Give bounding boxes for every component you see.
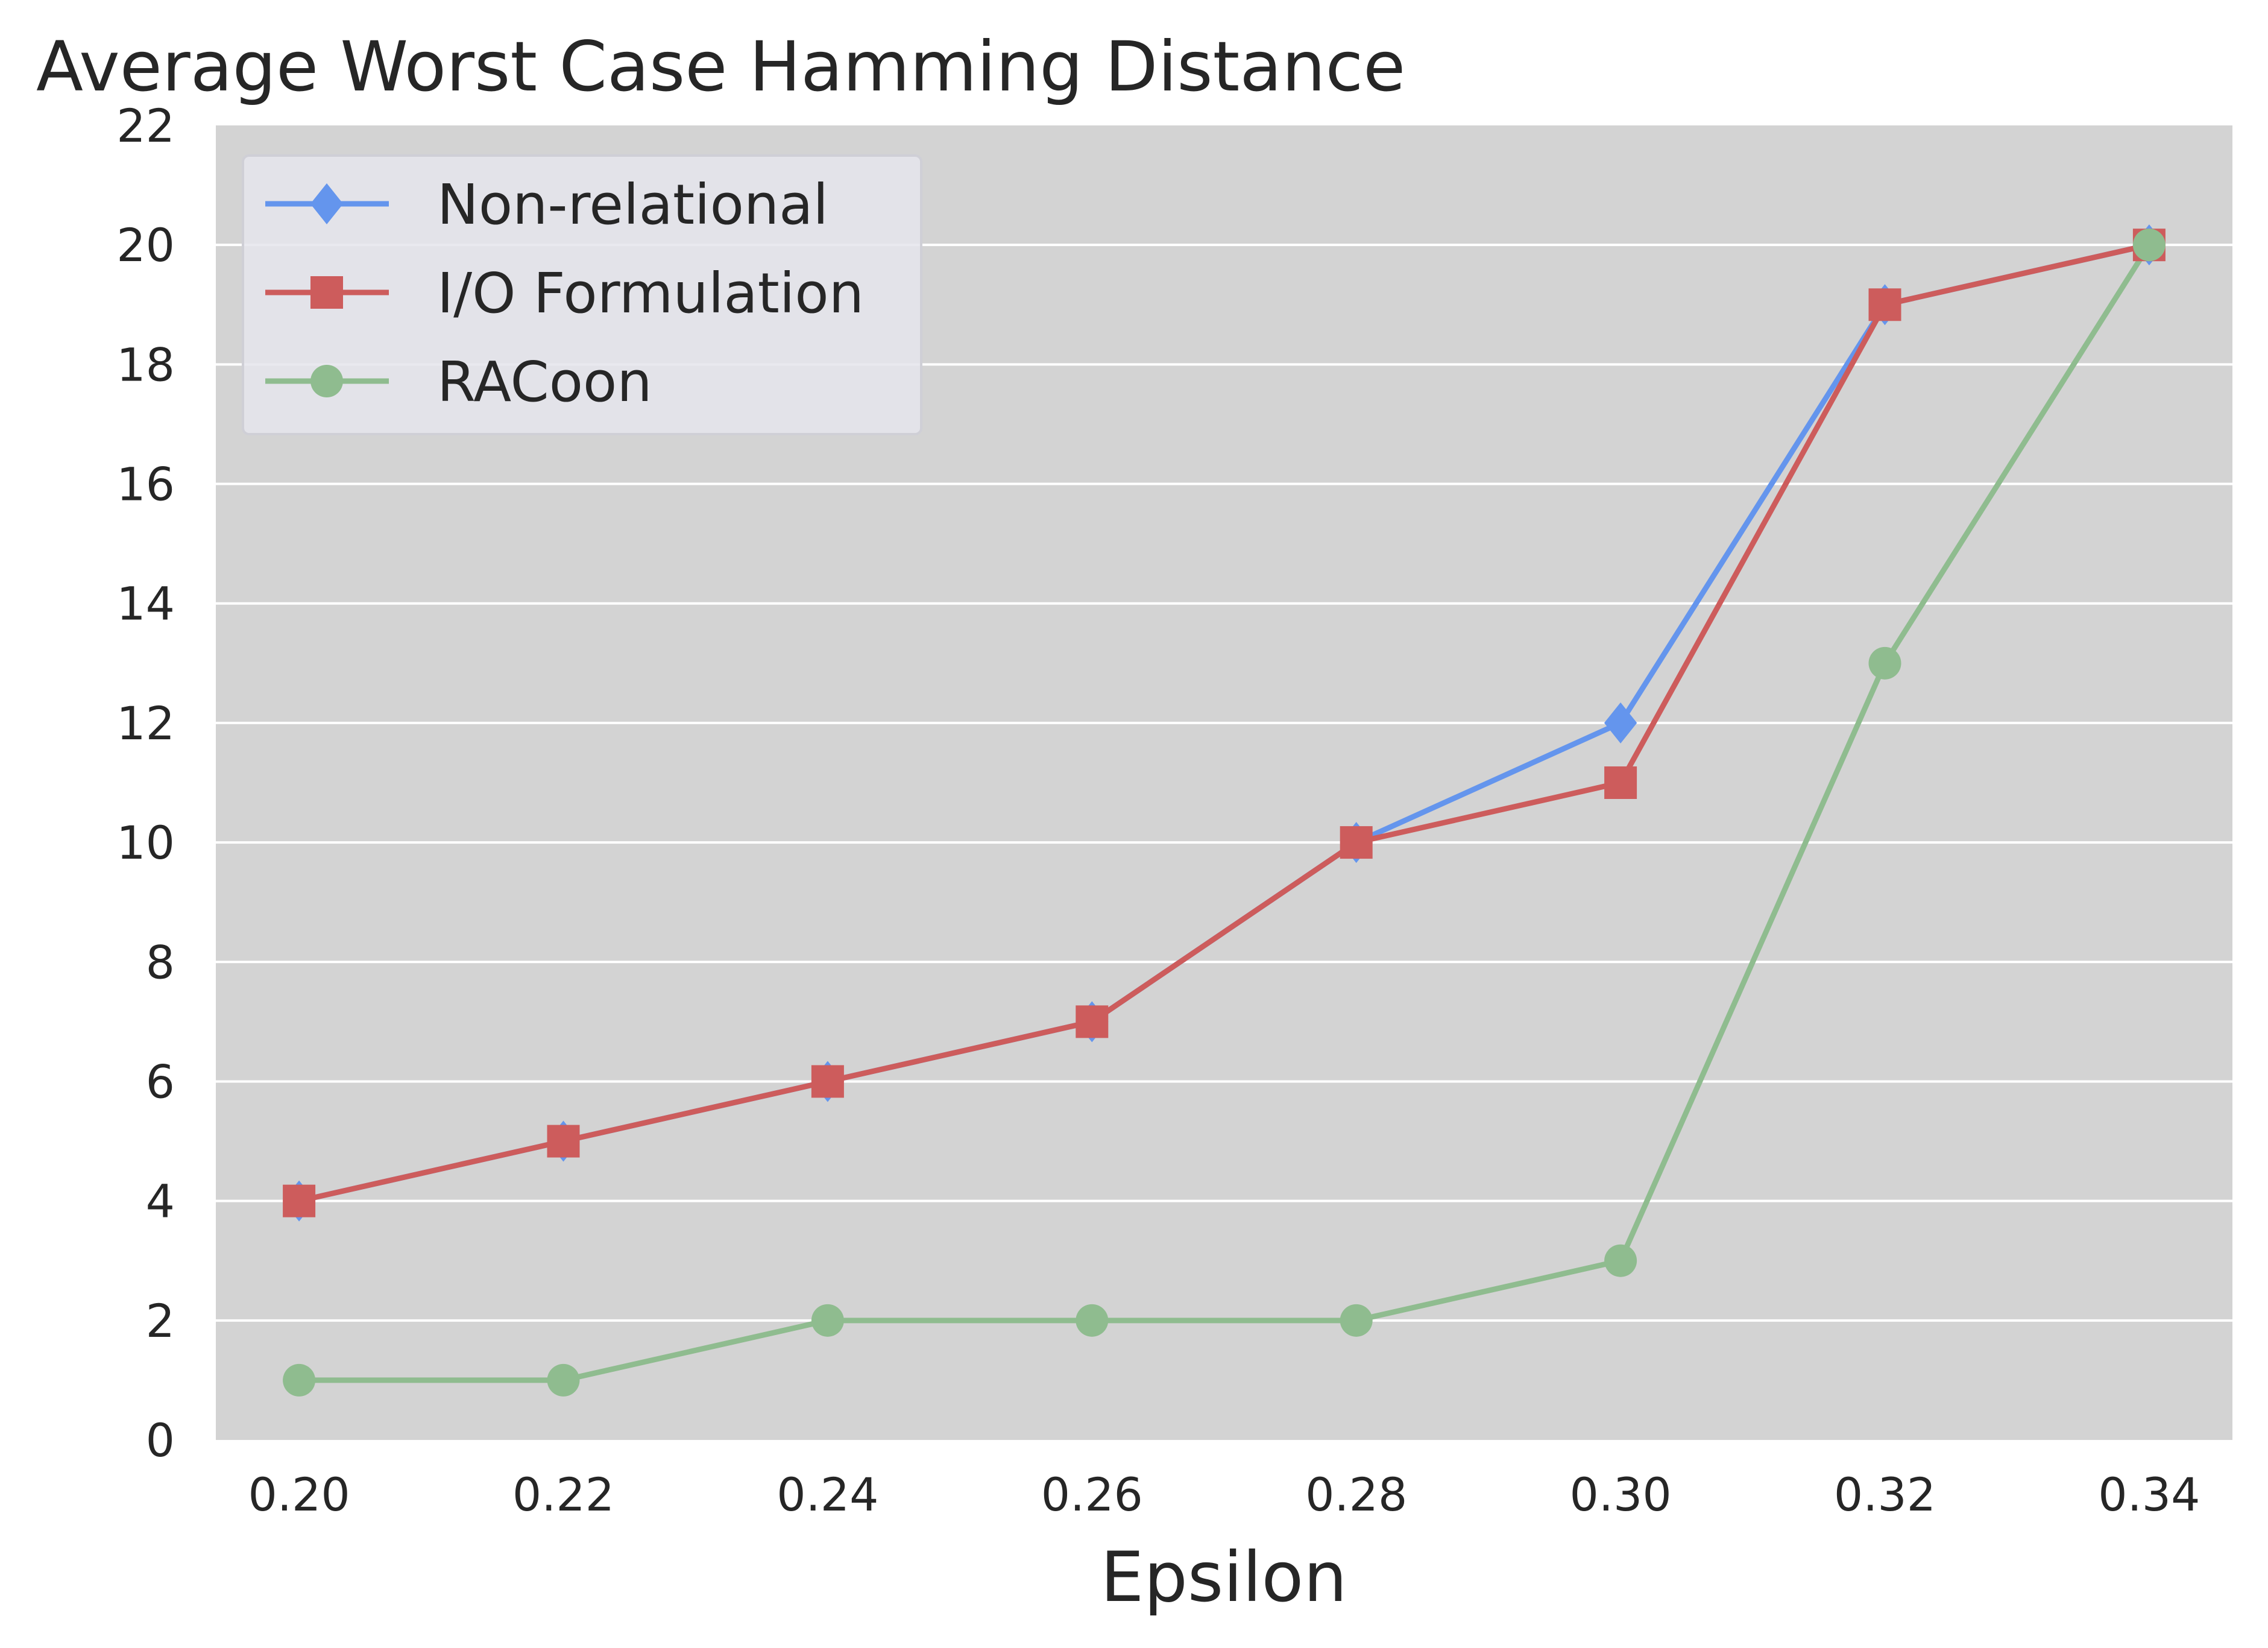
x-tick-label: 0.24 bbox=[776, 1468, 878, 1521]
legend-marker-racoon bbox=[310, 365, 343, 397]
y-axis: 0 2 4 6 8 10 12 14 16 18 20 22 bbox=[116, 99, 175, 1467]
y-tick-label: 14 bbox=[116, 577, 175, 631]
chart-title: Average Worst Case Hamming Distance bbox=[36, 27, 1405, 107]
legend-box bbox=[242, 154, 922, 435]
data-point-i-o-formulation bbox=[1340, 826, 1373, 859]
data-point-racoon bbox=[1868, 646, 1901, 680]
y-tick-label: 8 bbox=[146, 935, 175, 989]
data-point-non-relational bbox=[1604, 702, 1637, 743]
y-tick-label: 2 bbox=[146, 1294, 175, 1348]
x-tick-label: 0.28 bbox=[1305, 1468, 1407, 1521]
y-tick-label: 12 bbox=[116, 696, 175, 750]
x-tick-label: 0.32 bbox=[1834, 1468, 1936, 1521]
y-tick-label: 18 bbox=[116, 338, 175, 391]
data-point-racoon bbox=[811, 1304, 844, 1337]
data-point-i-o-formulation bbox=[1604, 766, 1637, 799]
series-line-racoon bbox=[296, 242, 2152, 1383]
data-point-i-o-formulation bbox=[547, 1125, 580, 1158]
data-point-i-o-formulation bbox=[1076, 1005, 1109, 1038]
legend-label-racoon: RACoon bbox=[437, 350, 652, 414]
y-tick-label: 16 bbox=[116, 458, 175, 511]
legend-label-non-relational: Non-relational bbox=[437, 172, 828, 237]
x-tick-label: 0.22 bbox=[512, 1468, 614, 1521]
data-point-racoon bbox=[2132, 229, 2166, 262]
x-tick-label: 0.30 bbox=[1569, 1468, 1671, 1521]
y-tick-label: 6 bbox=[146, 1055, 175, 1108]
data-point-racoon bbox=[1076, 1304, 1109, 1337]
data-point-i-o-formulation bbox=[1868, 288, 1901, 321]
data-point-i-o-formulation bbox=[811, 1065, 844, 1098]
legend-marker-non-relational bbox=[310, 183, 344, 224]
legend-marker-i-o-formulation bbox=[310, 276, 343, 309]
data-point-racoon bbox=[1340, 1304, 1373, 1337]
x-tick-label: 0.26 bbox=[1041, 1468, 1143, 1521]
x-axis: 0.20 0.22 0.24 0.26 0.28 0.30 0.32 0.34 bbox=[248, 1468, 2200, 1521]
y-tick-label: 20 bbox=[116, 218, 175, 272]
y-tick-label: 10 bbox=[116, 816, 175, 870]
y-tick-label: 4 bbox=[146, 1175, 175, 1228]
y-tick-label: 0 bbox=[146, 1413, 175, 1467]
x-axis-label: Epsilon bbox=[1100, 1537, 1347, 1617]
x-tick-label: 0.20 bbox=[248, 1468, 350, 1521]
x-tick-label: 0.34 bbox=[2098, 1468, 2200, 1521]
data-point-racoon bbox=[283, 1363, 316, 1397]
data-point-i-o-formulation bbox=[283, 1184, 316, 1217]
series-lines bbox=[296, 242, 2152, 1383]
series-line-i-o-formulation bbox=[296, 242, 2152, 1204]
data-point-racoon bbox=[547, 1363, 580, 1397]
data-point-racoon bbox=[1604, 1244, 1637, 1277]
y-tick-label: 22 bbox=[116, 99, 175, 153]
legend: Non-relational I/O Formulation RACoon bbox=[242, 154, 922, 435]
series-markers bbox=[282, 224, 2166, 1397]
legend-label-i-o-formulation: I/O Formulation bbox=[437, 261, 864, 326]
